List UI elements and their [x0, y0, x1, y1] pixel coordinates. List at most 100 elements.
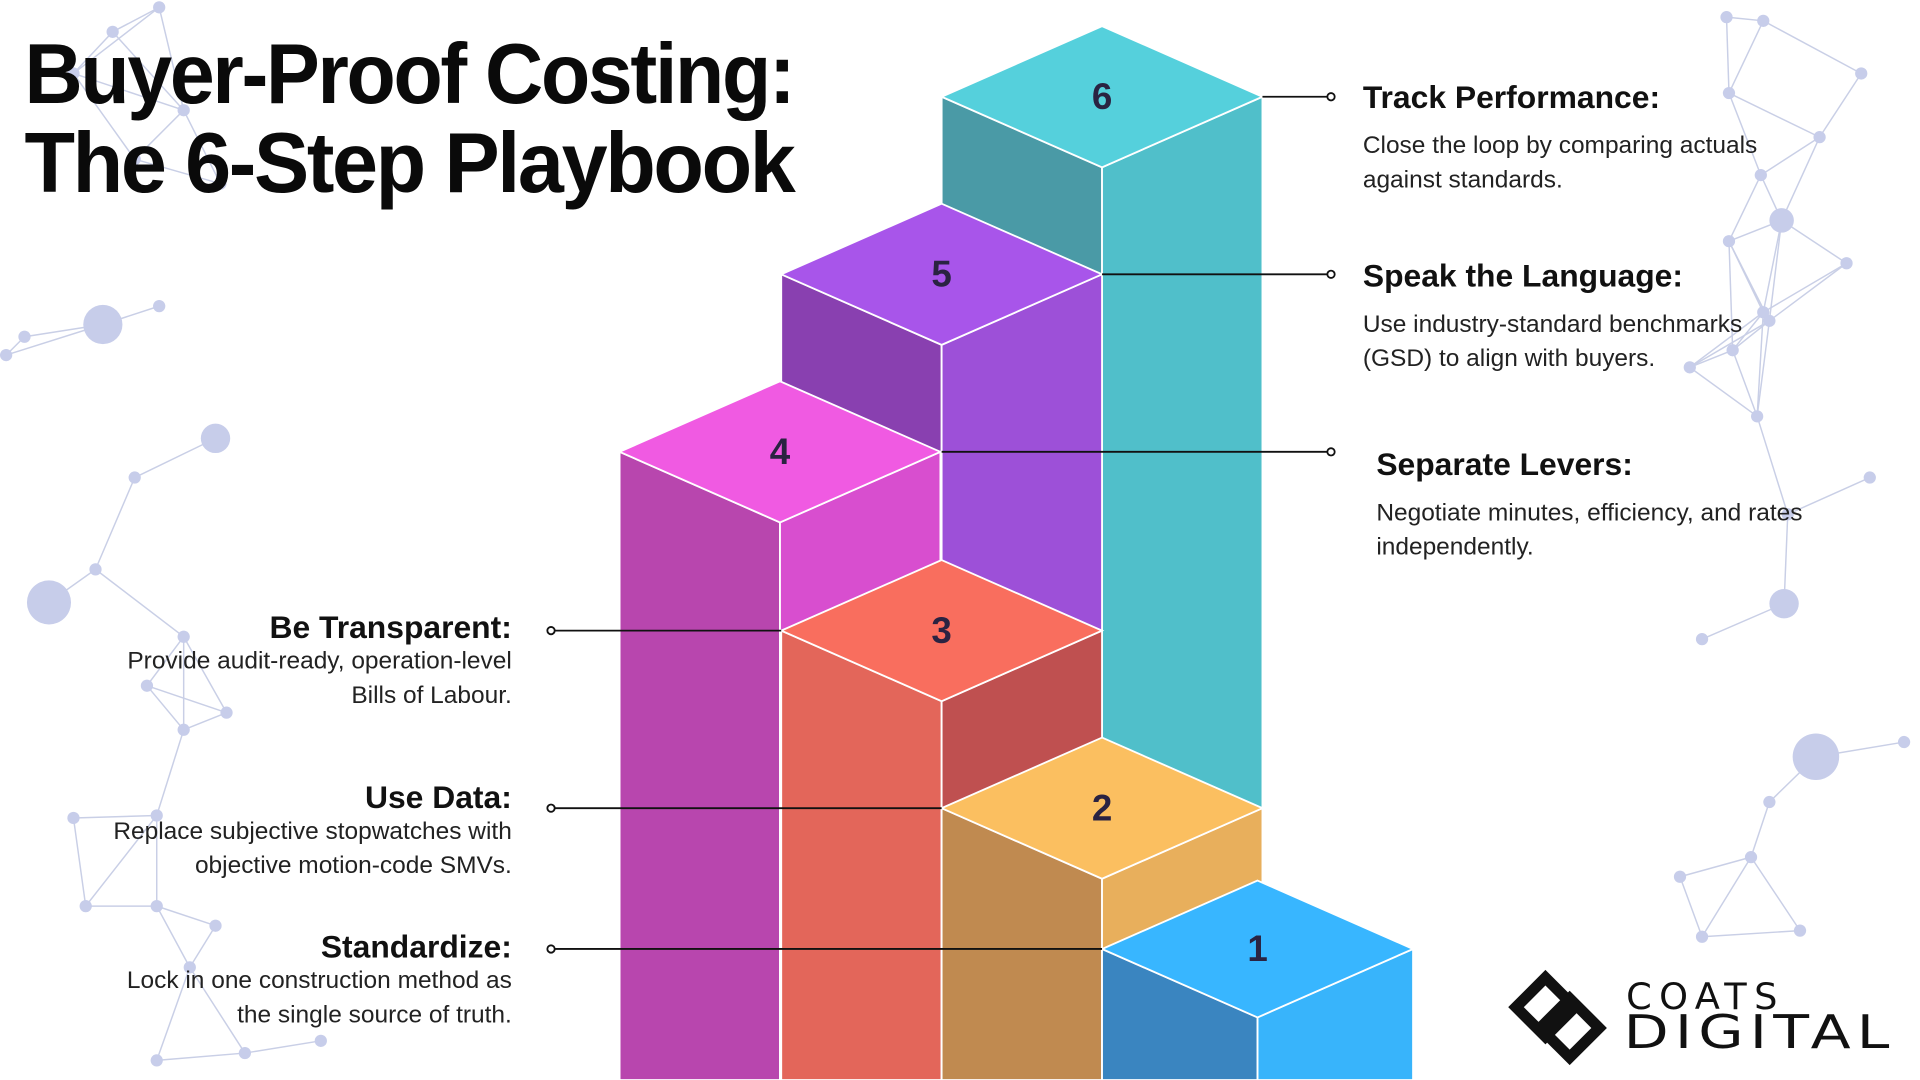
network-link	[1679, 856, 1752, 878]
step-description: Bills of Labour.	[351, 682, 512, 709]
network-link	[112, 6, 160, 33]
step-number: 3	[931, 610, 951, 651]
connector-dot	[1326, 92, 1336, 102]
network-link	[1783, 514, 1789, 604]
network-node	[1751, 410, 1764, 423]
network-link	[1701, 602, 1785, 640]
network-link	[112, 31, 185, 111]
network-link	[1701, 856, 1752, 938]
title-line: Buyer-Proof Costing:	[24, 26, 793, 122]
network-link	[189, 966, 246, 1054]
network-link	[1689, 366, 1758, 417]
network-link	[85, 815, 158, 907]
network-link	[94, 477, 136, 570]
network-node	[1695, 633, 1709, 646]
network-node	[1763, 314, 1776, 327]
step-heading: Speak the Language:	[1363, 258, 1683, 294]
network-link	[1728, 20, 1764, 94]
connector-dot	[546, 626, 556, 636]
step-heading: Be Transparent:	[270, 609, 512, 645]
connectors	[546, 92, 1336, 954]
step-description: independently.	[1376, 534, 1533, 561]
network-node	[1813, 131, 1826, 144]
network-link	[1726, 16, 1764, 22]
network-link	[1787, 476, 1871, 515]
network-link	[158, 7, 185, 111]
network-node	[1722, 235, 1736, 248]
step-description: Replace subjective stopwatches with	[113, 818, 512, 845]
network-node	[1863, 471, 1876, 484]
network-link	[1750, 801, 1771, 858]
network-node	[209, 919, 222, 932]
step-heading: Use Data:	[365, 779, 512, 815]
network-link	[73, 814, 157, 819]
network-link	[1762, 262, 1847, 313]
network-node	[1855, 67, 1868, 80]
network-link	[95, 568, 185, 638]
network-node	[1720, 11, 1733, 24]
network-node	[220, 706, 233, 719]
connector-dot	[1326, 269, 1336, 279]
network-node	[1757, 306, 1770, 319]
step-description: objective motion-code SMVs.	[195, 852, 512, 879]
network-link	[156, 967, 191, 1061]
network-node	[89, 563, 102, 576]
network-node	[150, 809, 163, 822]
connector-dot	[546, 944, 556, 954]
network-node	[106, 25, 119, 38]
network-node	[1754, 168, 1767, 182]
network-link	[1781, 219, 1847, 264]
network-node	[1781, 508, 1794, 521]
logo-bottom: DIGITAL	[1624, 1005, 1896, 1059]
network-link	[1732, 320, 1770, 351]
network-node	[200, 423, 231, 454]
title-line: The 6-Step Playbook	[24, 115, 796, 211]
network-link	[72, 31, 114, 74]
network-node	[1722, 86, 1736, 100]
step-text: Separate Levers: Negotiate minutes, effic…	[1376, 446, 1802, 561]
network-link	[1762, 20, 1862, 75]
network-link	[1762, 220, 1783, 313]
column-top	[939, 736, 1265, 880]
step-text: Standardize:Lock in one construction met…	[127, 929, 512, 1029]
step-heading: Track Performance:	[1363, 79, 1660, 115]
network-node	[128, 471, 141, 484]
step-description: Negotiate minutes, efficiency, and rates	[1376, 499, 1802, 526]
network-node	[1744, 851, 1758, 864]
connector-dot	[1326, 447, 1336, 457]
network-node	[128, 153, 141, 166]
network-link	[134, 158, 221, 185]
network-node	[26, 580, 72, 625]
network-node	[238, 1046, 252, 1060]
network-link	[146, 685, 185, 731]
step-description: Provide audit-ready, operation-level	[127, 648, 511, 675]
network-node	[150, 1054, 163, 1067]
network-node	[1769, 208, 1794, 233]
network-link	[189, 925, 217, 968]
network-link	[1818, 73, 1862, 138]
network-link	[1768, 262, 1847, 322]
step-description: Close the loop by comparing actuals	[1363, 132, 1757, 159]
step-number: 2	[1092, 787, 1112, 828]
network-link	[72, 73, 136, 160]
network-node	[83, 304, 123, 345]
network-link	[146, 636, 185, 687]
network-link	[1756, 312, 1764, 417]
network-link	[1780, 136, 1821, 221]
network-link	[183, 636, 228, 714]
network-link	[1725, 17, 1730, 94]
column-top	[939, 25, 1265, 169]
network-node	[1673, 870, 1687, 883]
network-link	[1689, 320, 1770, 368]
column-top	[778, 559, 1105, 703]
network-link	[1750, 856, 1801, 932]
network-node	[1792, 733, 1840, 780]
network-link	[1728, 92, 1762, 176]
network-link	[183, 109, 222, 185]
network-node	[177, 723, 190, 736]
column-left-face	[618, 450, 781, 1080]
network-link	[156, 905, 191, 968]
network-node	[183, 961, 196, 974]
column-top	[617, 380, 943, 524]
